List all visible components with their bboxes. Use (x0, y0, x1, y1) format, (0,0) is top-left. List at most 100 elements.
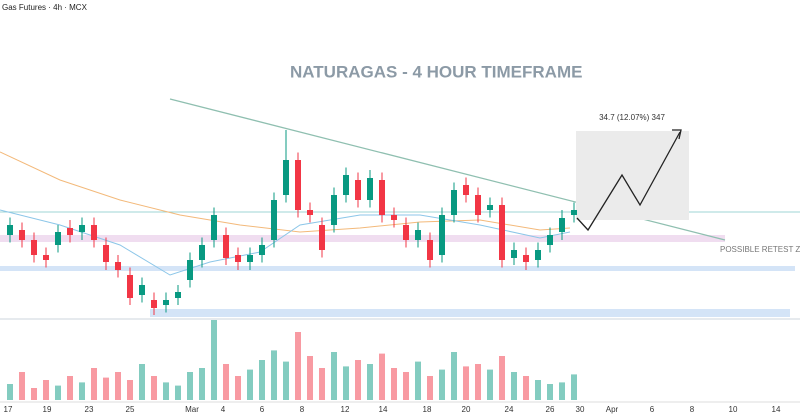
volume-bar (355, 360, 361, 400)
candle-body (55, 232, 61, 245)
arrow-head (672, 129, 682, 140)
volume-bar (475, 364, 481, 400)
candle-body (355, 180, 361, 200)
volume-bar (67, 376, 73, 400)
lower-zone (150, 309, 790, 317)
candle-body (427, 240, 433, 260)
volume-bar (271, 350, 277, 400)
volume-bar (235, 376, 241, 400)
volume-bar (259, 360, 265, 400)
volume-bar (223, 364, 229, 400)
x-tick-label: 18 (423, 405, 432, 414)
candle-body (199, 245, 205, 260)
volume-bar (535, 380, 541, 400)
volume-bar (331, 352, 337, 400)
candle-body (511, 250, 517, 258)
pink-zone (0, 235, 725, 242)
candle-body (259, 245, 265, 255)
support-zone (0, 266, 795, 271)
marks (7, 130, 577, 400)
volume-bar (487, 369, 493, 400)
volume-bar (403, 372, 409, 400)
volume-bar (283, 361, 289, 400)
candle-body (151, 300, 157, 308)
volume-bar (7, 384, 13, 400)
projection-path (576, 131, 681, 232)
candle-body (559, 218, 565, 232)
candle-body (103, 245, 109, 262)
volume-bar (55, 385, 61, 400)
projection-box (576, 131, 689, 220)
candle-body (343, 175, 349, 195)
x-tick-label: 8 (690, 405, 695, 414)
candle-body (475, 195, 481, 215)
candle-body (415, 230, 421, 240)
volume-bar (31, 388, 37, 400)
volume-bar (391, 368, 397, 400)
volume-bar (523, 376, 529, 400)
candle-body (571, 210, 577, 215)
x-tick-label: 14 (379, 405, 388, 414)
candle-body (283, 160, 289, 195)
volume-bar (511, 372, 517, 400)
volume-bar (379, 353, 385, 400)
x-tick-label: 6 (650, 405, 655, 414)
candle-body (463, 185, 469, 195)
volume-bar (127, 380, 133, 400)
volume-bar (367, 364, 373, 400)
candle-body (211, 215, 217, 240)
x-tick-label: 25 (126, 405, 135, 414)
volume-bar (199, 368, 205, 400)
candle-body (31, 240, 37, 255)
volume-bar (187, 372, 193, 400)
volume-bar (307, 356, 313, 400)
volume-bar (91, 368, 97, 400)
candle-body (403, 225, 409, 240)
candle-body (139, 285, 145, 295)
x-tick-label: 26 (546, 405, 555, 414)
candle-body (331, 195, 337, 225)
x-tick-label: 8 (300, 405, 305, 414)
candle-body (79, 225, 85, 232)
candle-body (295, 160, 301, 210)
volume-bar (163, 382, 169, 400)
candle-body (247, 255, 253, 262)
candle-body (535, 250, 541, 260)
candle-body (439, 215, 445, 255)
x-tick-label: 17 (4, 405, 13, 414)
volume-bar (451, 352, 457, 400)
x-tick-label: 24 (505, 405, 514, 414)
volume-bar (175, 385, 181, 400)
candle-body (319, 225, 325, 250)
candle-body (307, 210, 313, 215)
candle-body (175, 292, 181, 298)
volume-bar (211, 320, 217, 400)
candle-body (43, 255, 49, 260)
symbol-header: Gas Futures · 4h · MCX (2, 3, 88, 12)
candle-body (499, 205, 505, 260)
candle-body (115, 262, 121, 270)
x-tick-label: 19 (43, 405, 52, 414)
x-tick-label: 30 (576, 405, 585, 414)
moving-average (0, 209, 571, 276)
volume-bar (295, 332, 301, 400)
volume-bar (43, 380, 49, 400)
volume-bar (151, 376, 157, 400)
x-tick-label: 12 (341, 405, 350, 414)
candle-body (451, 190, 457, 215)
candle-body (367, 178, 373, 200)
x-tick-label: 23 (85, 405, 94, 414)
x-tick-label: 10 (729, 405, 738, 414)
volume-bar (139, 364, 145, 400)
volume-bar (115, 372, 121, 400)
volume-bar (571, 374, 577, 400)
candle-body (391, 215, 397, 220)
x-tick-label: 6 (260, 405, 265, 414)
candle-body (91, 225, 97, 240)
candle-body (67, 228, 73, 235)
candle-body (547, 235, 553, 245)
volume-bar (559, 382, 565, 400)
candle-body (163, 300, 169, 305)
volume-bar (319, 368, 325, 400)
